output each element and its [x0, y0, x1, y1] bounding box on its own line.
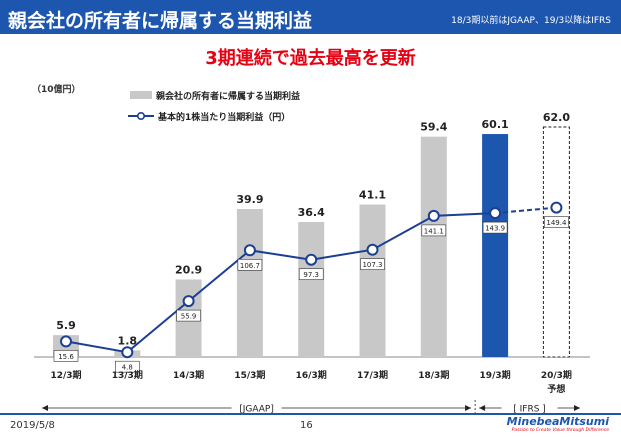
eps-point: [489, 207, 502, 220]
forecast-label: 予想: [547, 383, 565, 395]
x-tick-label: 17/3期: [357, 369, 388, 381]
eps-value-label: 4.8: [122, 364, 133, 372]
eps-point: [243, 244, 256, 257]
page-title: 親会社の所有者に帰属する当期利益: [8, 10, 313, 32]
eps-label-box: [176, 309, 201, 322]
eps-label-box: [360, 258, 385, 271]
eps-value-label: 107.3: [362, 261, 382, 269]
page-number: 16: [300, 420, 313, 431]
eps-value-label: 15.6: [58, 353, 74, 361]
x-tick-labels: 12/3期 13/3期 14/3期 15/3期 16/3期 17/3期 18/3期 19/3期…: [50, 369, 571, 395]
x-tick-label: 20/3期: [541, 369, 572, 381]
period-ifrs-label-bg: [501, 402, 558, 414]
eps-label-box: [421, 224, 447, 237]
eps-label-box: [115, 360, 140, 373]
x-tick-label: 13/3期: [112, 369, 143, 381]
period-ifrs-arrow-left: [479, 405, 486, 411]
eps-value-label: 55.9: [181, 313, 197, 321]
company-logo: MinebeaMitsumi Passion to Create Value t…: [507, 416, 609, 434]
eps-point: [550, 201, 563, 214]
bar-value-label: 1.8: [118, 334, 138, 347]
bar-value-label: 20.9: [175, 263, 202, 276]
accounting-note: 18/3期以前はJGAAP、19/3以降はIFRS: [451, 16, 611, 26]
eps-line: [60, 201, 563, 359]
logo-tagline: Passion to Create Value through Differen…: [511, 428, 609, 433]
eps-line-forecast: [495, 206, 557, 215]
footer-date: 2019/5/8: [10, 420, 55, 431]
eps-labels: 15.6 4.8 55.9 106.7 97.3 107.3 141.1 143.9 149.4: [53, 216, 569, 373]
x-tick-label: 14/3期: [173, 369, 204, 381]
logo-name: MinebeaMitsumi: [506, 415, 609, 428]
bar-value-label: 39.9: [236, 193, 263, 206]
period-brackets: [JGAAP] [ IFRS ]: [42, 400, 580, 416]
eps-value-label: 143.9: [485, 225, 505, 233]
bar-16/3期: [298, 221, 325, 357]
x-tick-label: 18/3期: [418, 369, 449, 381]
eps-value-label: 106.7: [240, 262, 260, 270]
eps-point: [366, 243, 379, 256]
eps-label-box: [298, 268, 324, 281]
period-jgaap-arrow-right: [465, 405, 472, 411]
legend-bar-label: 親会社の所有者に帰属する当期利益: [156, 90, 300, 102]
bar-value-label: 60.1: [482, 118, 509, 131]
period-jgaap-arrow-left: [42, 405, 48, 411]
period-jgaap-label-bg: [231, 402, 282, 414]
eps-point: [121, 346, 134, 359]
x-tick-label: 15/3期: [234, 369, 265, 381]
bar-value-label: 59.4: [420, 121, 447, 134]
eps-value-label: 141.1: [424, 227, 444, 235]
bar-19/3期: [482, 134, 509, 357]
footer-divider: [0, 413, 621, 415]
headline: 3期連続で過去最高を更新: [205, 48, 416, 69]
bar-18/3期: [420, 136, 447, 357]
eps-label-box: [544, 216, 569, 228]
bar-value-label: 62.0: [543, 111, 570, 124]
bar-15/3期: [236, 208, 263, 357]
period-ifrs-label: [ IFRS ]: [513, 405, 546, 415]
legend-line-marker: [137, 112, 146, 121]
header-bar: [0, 0, 621, 34]
legend: 親会社の所有者に帰属する当期利益 基本的1株当たり当期利益（円）: [128, 90, 300, 123]
period-ifrs-arrow-right: [574, 405, 580, 411]
bar-value-label: 41.1: [359, 189, 386, 202]
legend-line-label: 基本的1株当たり当期利益（円）: [157, 111, 290, 123]
eps-point: [60, 335, 72, 348]
eps-label-box: [53, 350, 79, 362]
bar-value-label: 36.4: [298, 206, 325, 219]
eps-label-box: [482, 221, 508, 234]
eps-point: [182, 295, 195, 308]
eps-point: [305, 253, 318, 266]
legend-bar-swatch: [130, 91, 152, 99]
eps-point: [427, 209, 440, 222]
eps-value-label: 149.4: [546, 219, 567, 227]
bar-value-label: 5.9: [56, 319, 76, 332]
bar-17/3期: [359, 204, 386, 357]
bar-20/3期: [542, 126, 570, 358]
eps-line-actual: [65, 212, 496, 354]
eps-value-label: 97.3: [303, 271, 319, 279]
period-jgaap-label: [JGAAP]: [239, 405, 274, 415]
x-tick-label: 16/3期: [296, 369, 327, 381]
x-tick-label: 12/3期: [50, 369, 81, 381]
bars: [53, 126, 570, 358]
unit-label: （10億円）: [32, 83, 81, 95]
bar-labels: 5.9 1.8 20.9 39.9 36.4 41.1 59.4 60.1 62.0: [56, 111, 570, 347]
eps-label-box: [237, 258, 263, 271]
x-tick-label: 19/3期: [480, 369, 511, 381]
